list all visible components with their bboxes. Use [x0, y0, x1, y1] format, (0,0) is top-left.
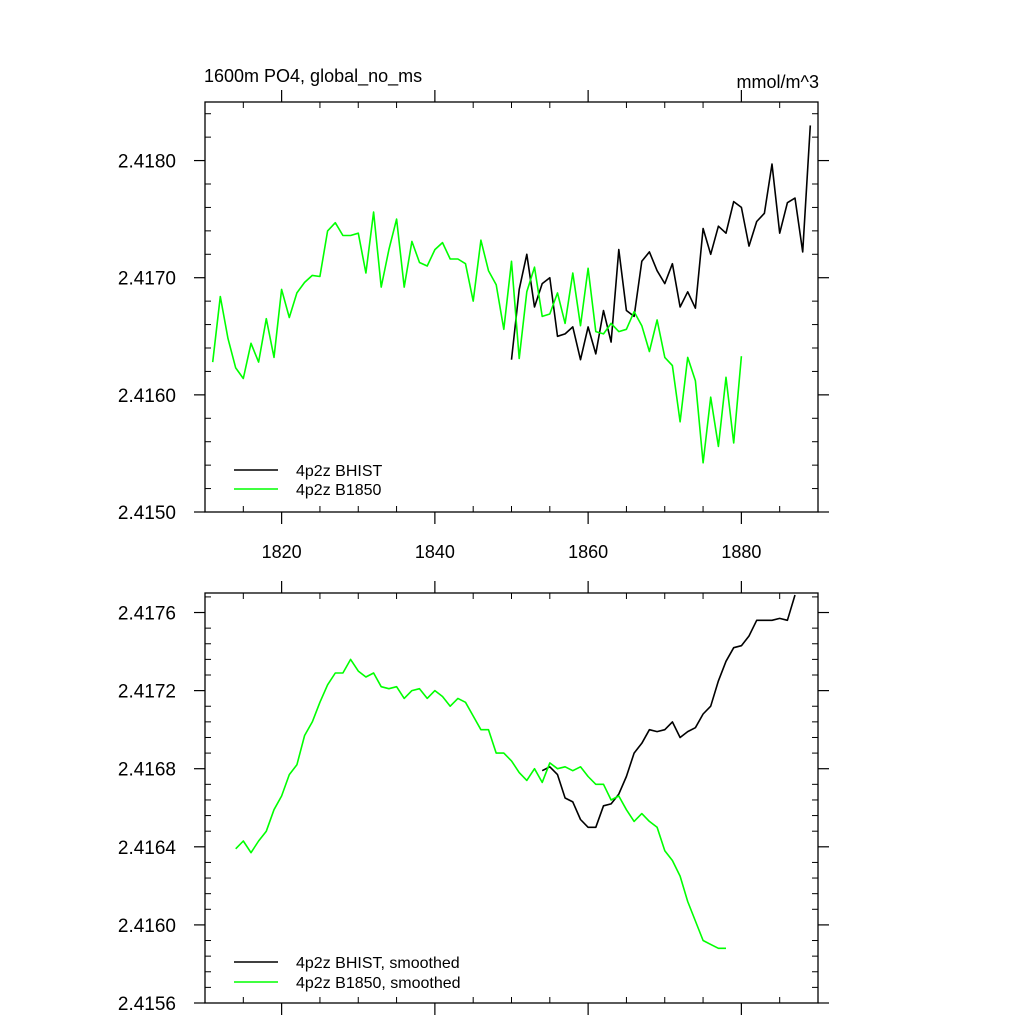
top-legend-label-b1850: 4p2z B1850: [296, 482, 382, 499]
bottom-panel: 2.4156 2.4160 2.4164 2.4168 2.4172 2.4176 4p2…: [118, 581, 829, 1015]
top-chart-units: mmol/m^3: [737, 72, 819, 92]
top-y-tick-label: 2.4150: [118, 503, 176, 524]
top-axis-tick-labels: 1820 1840 1860 1880 2.4150 2.4160 2.4170 2.4180: [118, 152, 762, 562]
bottom-y-tick-label: 2.4156: [118, 994, 176, 1015]
top-legend: 4p2z BHIST 4p2z B1850: [234, 463, 382, 499]
bottom-y-tick-label: 2.4176: [118, 604, 176, 625]
top-y-tick-label: 2.4180: [118, 152, 176, 173]
top-x-tick-label: 1860: [568, 542, 608, 562]
bottom-legend-label-b1850: 4p2z B1850, smoothed: [296, 975, 461, 992]
bottom-y-tick-label: 2.4160: [118, 916, 176, 937]
bottom-series-line-bhist: [541, 594, 796, 829]
bottom-series-line-b1850: [235, 658, 726, 950]
top-x-tick-label: 1820: [262, 542, 302, 562]
top-x-tick-label: 1880: [721, 542, 761, 562]
top-chart-title: 1600m PO4, global_no_ms: [204, 66, 422, 87]
top-legend-label-bhist: 4p2z BHIST: [296, 463, 382, 480]
top-y-tick-label: 2.4160: [118, 386, 176, 407]
top-series-line-b1850: [211, 211, 743, 464]
top-x-tick-label: 1840: [415, 542, 455, 562]
top-series-lines: [211, 125, 812, 464]
bottom-legend: 4p2z BHIST, smoothed 4p2z B1850, smoothe…: [234, 955, 461, 992]
bottom-axis-ticks: [194, 581, 829, 1015]
bottom-y-tick-label: 2.4168: [118, 760, 176, 781]
top-axis-ticks: [194, 90, 829, 524]
bottom-y-tick-label: 2.4172: [118, 682, 176, 703]
top-panel: 1600m PO4, global_no_ms mmol/m^3 1820 184…: [118, 66, 829, 562]
bottom-y-tick-label: 2.4164: [118, 838, 177, 859]
top-plot-frame: [204, 101, 819, 513]
bottom-axis-tick-labels: 2.4156 2.4160 2.4164 2.4168 2.4172 2.4176: [118, 604, 177, 1015]
top-y-tick-label: 2.4170: [118, 269, 176, 290]
bottom-series-lines: [235, 594, 796, 950]
top-series-line-bhist: [510, 125, 812, 361]
bottom-legend-label-bhist: 4p2z BHIST, smoothed: [296, 955, 460, 972]
bottom-plot-frame: [204, 592, 819, 1004]
